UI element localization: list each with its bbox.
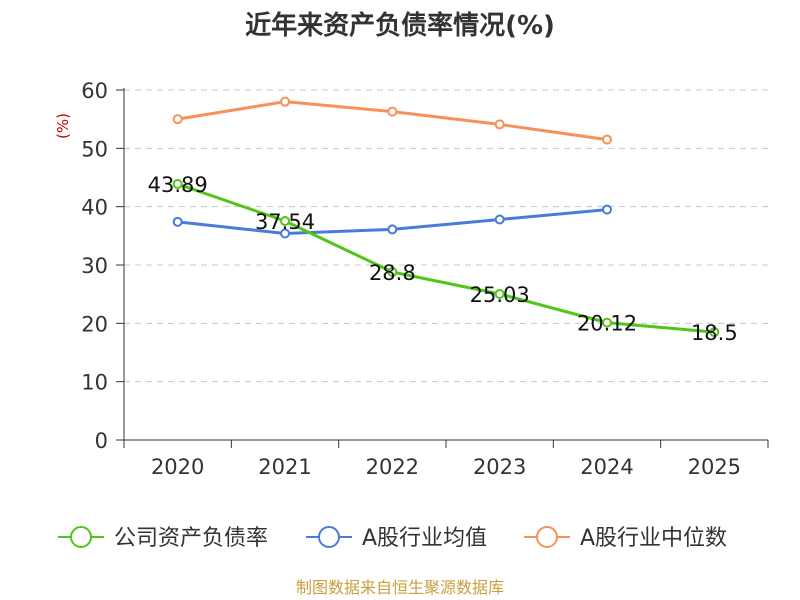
legend-label: A股行业均值 bbox=[362, 526, 487, 551]
x-tick-label: 2022 bbox=[366, 455, 419, 479]
legend-label: 公司资产负债率 bbox=[114, 526, 268, 551]
series-line-0 bbox=[177, 182, 715, 334]
series-group bbox=[172, 96, 720, 338]
legend-marker bbox=[70, 526, 92, 548]
legend-marker bbox=[318, 526, 340, 548]
legend-label: A股行业中位数 bbox=[580, 526, 727, 551]
axes: 0 10 20 30 40 50 60 2020 2021 2022 2023 2024 2025 bbox=[81, 79, 769, 479]
legend-marker bbox=[536, 526, 558, 548]
data-point-2 bbox=[280, 96, 290, 107]
data-label: 25.03 bbox=[470, 283, 530, 307]
data-point-1 bbox=[172, 216, 183, 227]
y-tick-label: 20 bbox=[81, 312, 108, 336]
y-tick-label: 0 bbox=[95, 429, 108, 453]
y-axis-label: (%) bbox=[54, 113, 72, 139]
data-point-2 bbox=[602, 134, 612, 145]
data-point-2 bbox=[494, 119, 505, 130]
x-tick-label: 2020 bbox=[151, 455, 204, 479]
source-note: 制图数据来自恒生聚源数据库 bbox=[296, 578, 504, 597]
legend: 公司资产负债率 A股行业均值 A股行业中位数 bbox=[58, 526, 727, 551]
data-point-2 bbox=[172, 114, 183, 125]
data-point-2 bbox=[387, 106, 398, 117]
data-label: 43.89 bbox=[148, 173, 208, 197]
y-tick-label: 50 bbox=[81, 137, 108, 161]
x-tick-label: 2025 bbox=[688, 455, 741, 479]
data-point-1 bbox=[602, 204, 612, 215]
data-point-1 bbox=[280, 228, 290, 239]
y-tick-label: 30 bbox=[81, 254, 108, 278]
data-label: 28.8 bbox=[369, 261, 416, 285]
data-label: 37.54 bbox=[255, 210, 315, 234]
x-tick-label: 2024 bbox=[580, 455, 633, 479]
data-point-1 bbox=[387, 224, 398, 235]
data-point-0 bbox=[387, 267, 398, 277]
data-point-0 bbox=[494, 288, 505, 299]
x-tick-label: 2023 bbox=[473, 455, 526, 479]
data-label: 18.5 bbox=[691, 321, 738, 345]
data-point-0 bbox=[602, 317, 612, 328]
data-point-0 bbox=[709, 327, 720, 338]
y-tick-label: 40 bbox=[81, 196, 108, 220]
data-point-0 bbox=[280, 216, 290, 227]
chart-title: 近年来资产负债率情况(%) bbox=[245, 10, 555, 41]
x-tick-label: 2021 bbox=[258, 455, 311, 479]
data-labels: 43.89 37.54 28.8 25.03 20.12 18.5 bbox=[148, 173, 738, 345]
y-tick-label: 10 bbox=[81, 371, 108, 395]
data-label: 20.12 bbox=[577, 312, 637, 336]
data-point-1 bbox=[494, 214, 505, 225]
data-point-0 bbox=[172, 178, 183, 189]
grid-lines bbox=[124, 89, 768, 383]
y-tick-label: 60 bbox=[81, 79, 108, 103]
